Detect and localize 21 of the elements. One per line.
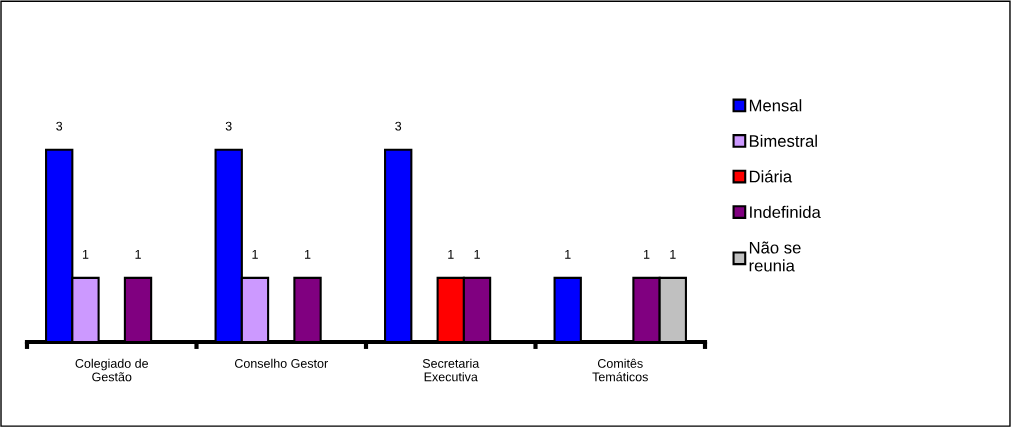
data-label: 1: [135, 250, 141, 259]
x-tick-label: Colegiado de Gestão: [75, 358, 149, 382]
data-label: 1: [565, 250, 571, 259]
data-label: 3: [225, 121, 232, 131]
legend-label: Diária: [749, 170, 793, 183]
data-label: 1: [474, 250, 480, 259]
legend-label: Bimestral: [749, 134, 817, 147]
data-label: 1: [448, 250, 454, 259]
data-label: 3: [395, 121, 402, 131]
data-label: 1: [644, 250, 650, 259]
legend-label: Não se reunia: [749, 241, 801, 272]
x-tick-label: Conselho Gestor: [234, 358, 328, 368]
x-tick-label: Comitês Temáticos: [592, 358, 648, 382]
legend-label: Mensal: [749, 99, 802, 112]
legend-label: Indefinida: [750, 205, 821, 219]
data-label: 1: [82, 250, 89, 259]
x-tick-label: Secretaria Executiva: [422, 358, 480, 382]
data-label: 1: [305, 250, 311, 259]
data-label: 1: [252, 250, 258, 259]
data-label: 3: [56, 121, 63, 131]
data-label: 1: [670, 250, 676, 259]
